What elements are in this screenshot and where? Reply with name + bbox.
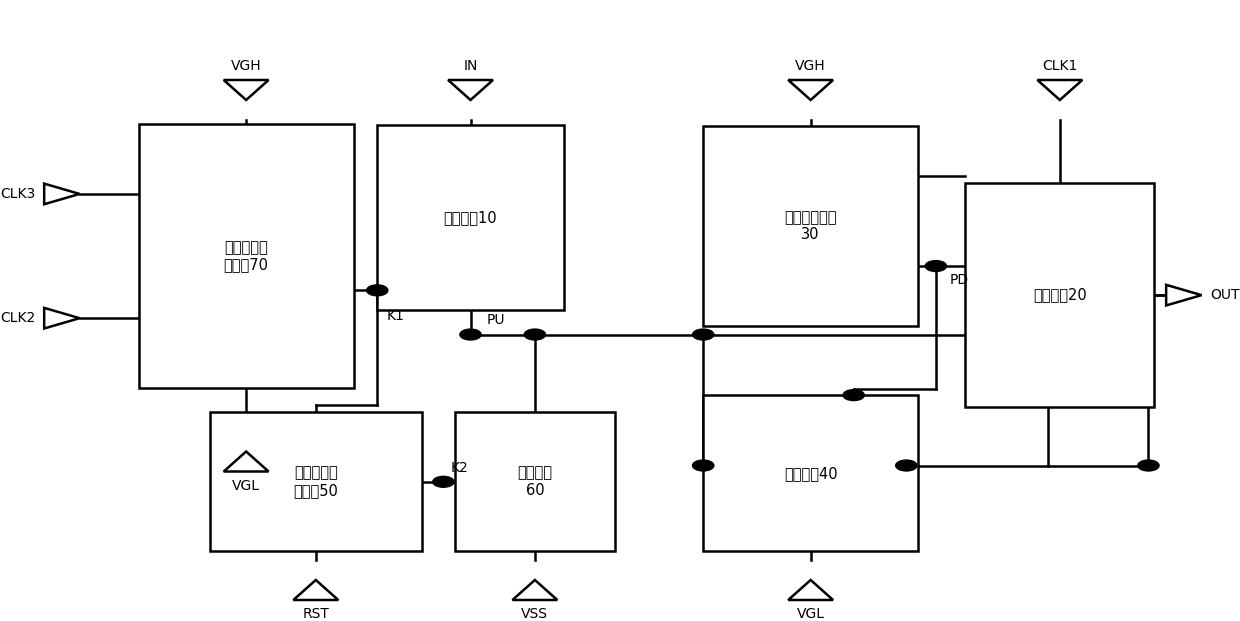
Text: IN: IN [464, 59, 477, 73]
Text: CLK3: CLK3 [1, 187, 36, 201]
Text: VGH: VGH [795, 59, 826, 73]
Circle shape [925, 261, 946, 271]
Text: OUT: OUT [1210, 288, 1239, 302]
Polygon shape [789, 80, 833, 100]
FancyBboxPatch shape [210, 412, 422, 551]
FancyBboxPatch shape [703, 126, 918, 326]
Text: K1: K1 [387, 309, 404, 322]
Polygon shape [1038, 80, 1083, 100]
Polygon shape [223, 451, 269, 471]
Text: 输出模块20: 输出模块20 [1033, 288, 1086, 302]
Text: PD: PD [950, 273, 970, 288]
Text: VGH: VGH [231, 59, 262, 73]
FancyBboxPatch shape [455, 412, 615, 551]
Text: VGL: VGL [796, 607, 825, 621]
Circle shape [367, 285, 388, 296]
Text: 复位模块
60: 复位模块 60 [517, 466, 552, 498]
Circle shape [693, 329, 714, 340]
Text: CLK1: CLK1 [1042, 59, 1078, 73]
Polygon shape [789, 580, 833, 600]
FancyBboxPatch shape [966, 183, 1154, 407]
Polygon shape [45, 308, 79, 329]
Text: 下拉模块40: 下拉模块40 [784, 466, 837, 481]
Polygon shape [223, 80, 269, 100]
Polygon shape [1166, 285, 1202, 306]
Circle shape [1138, 460, 1159, 471]
Text: VSS: VSS [521, 607, 548, 621]
Circle shape [525, 329, 546, 340]
Circle shape [693, 460, 714, 471]
Text: PU: PU [487, 312, 506, 327]
FancyBboxPatch shape [139, 124, 353, 388]
Text: 第二复位控
制模块70: 第二复位控 制模块70 [223, 240, 269, 272]
Polygon shape [448, 80, 494, 100]
Polygon shape [512, 580, 557, 600]
Text: VGL: VGL [232, 479, 260, 493]
Circle shape [843, 390, 864, 401]
Text: K2: K2 [450, 461, 469, 474]
Text: 下拉控制模块
30: 下拉控制模块 30 [785, 210, 837, 242]
Text: 第一复位控
制模块50: 第一复位控 制模块50 [294, 466, 339, 498]
Circle shape [460, 329, 481, 340]
Circle shape [895, 460, 916, 471]
Polygon shape [45, 184, 79, 204]
Circle shape [433, 476, 454, 487]
Polygon shape [294, 580, 339, 600]
FancyBboxPatch shape [703, 395, 918, 551]
FancyBboxPatch shape [377, 125, 564, 310]
Text: CLK2: CLK2 [1, 311, 36, 325]
Text: RST: RST [303, 607, 330, 621]
Text: 输入模块10: 输入模块10 [444, 211, 497, 225]
